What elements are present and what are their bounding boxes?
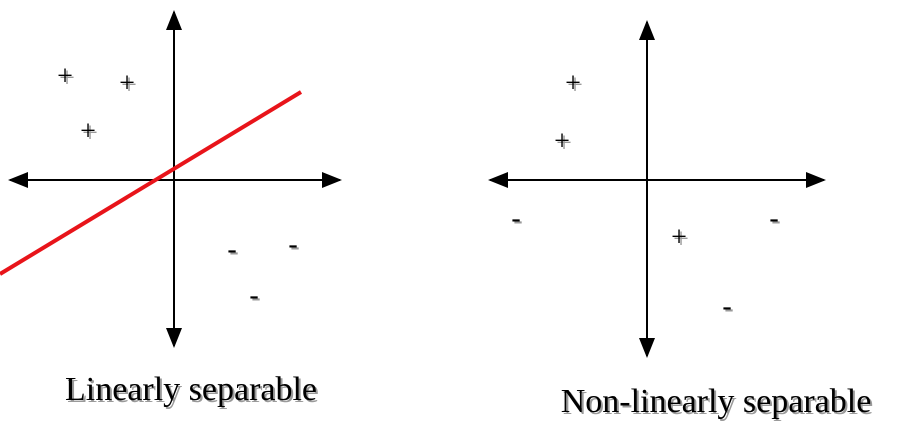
- svg-text:+: +: [80, 116, 96, 147]
- minus-point: - -: [511, 203, 522, 236]
- svg-text:+: +: [671, 222, 687, 253]
- separating-line: [0, 92, 301, 274]
- svg-text:-: -: [288, 229, 297, 260]
- svg-text:+: +: [57, 61, 73, 92]
- svg-text:Linearly separable: Linearly separable: [65, 371, 317, 408]
- svg-text:-: -: [511, 203, 520, 234]
- panel-linear: + + + + + + - - - - - - Linearly separab…: [0, 12, 340, 410]
- minus-point: - -: [227, 234, 238, 267]
- minus-point: - -: [288, 229, 299, 262]
- minus-point: - -: [722, 291, 733, 324]
- svg-text:+: +: [565, 68, 581, 99]
- svg-text:-: -: [227, 234, 236, 265]
- plus-point: + +: [57, 61, 75, 94]
- svg-text:+: +: [119, 68, 135, 99]
- caption-nonlinear: Non-linearly separable Non-linearly sepa…: [561, 383, 874, 421]
- caption-linear: Linearly separable Linearly separable: [65, 371, 319, 410]
- svg-text:-: -: [769, 203, 778, 234]
- plus-point: + +: [554, 126, 572, 159]
- svg-text:-: -: [722, 291, 731, 322]
- minus-point: - -: [769, 203, 780, 236]
- plus-point: + +: [80, 116, 98, 149]
- panel-nonlinear: + + + + + + - - - - - - Non-linearly sep…: [490, 22, 873, 421]
- plus-point: + +: [565, 68, 583, 101]
- svg-text:+: +: [554, 126, 570, 157]
- plus-point: + +: [671, 222, 689, 255]
- svg-text:-: -: [249, 280, 258, 311]
- svg-text:Non-linearly separable: Non-linearly separable: [561, 383, 872, 420]
- plus-point: + +: [119, 68, 137, 101]
- minus-point: - -: [249, 280, 260, 313]
